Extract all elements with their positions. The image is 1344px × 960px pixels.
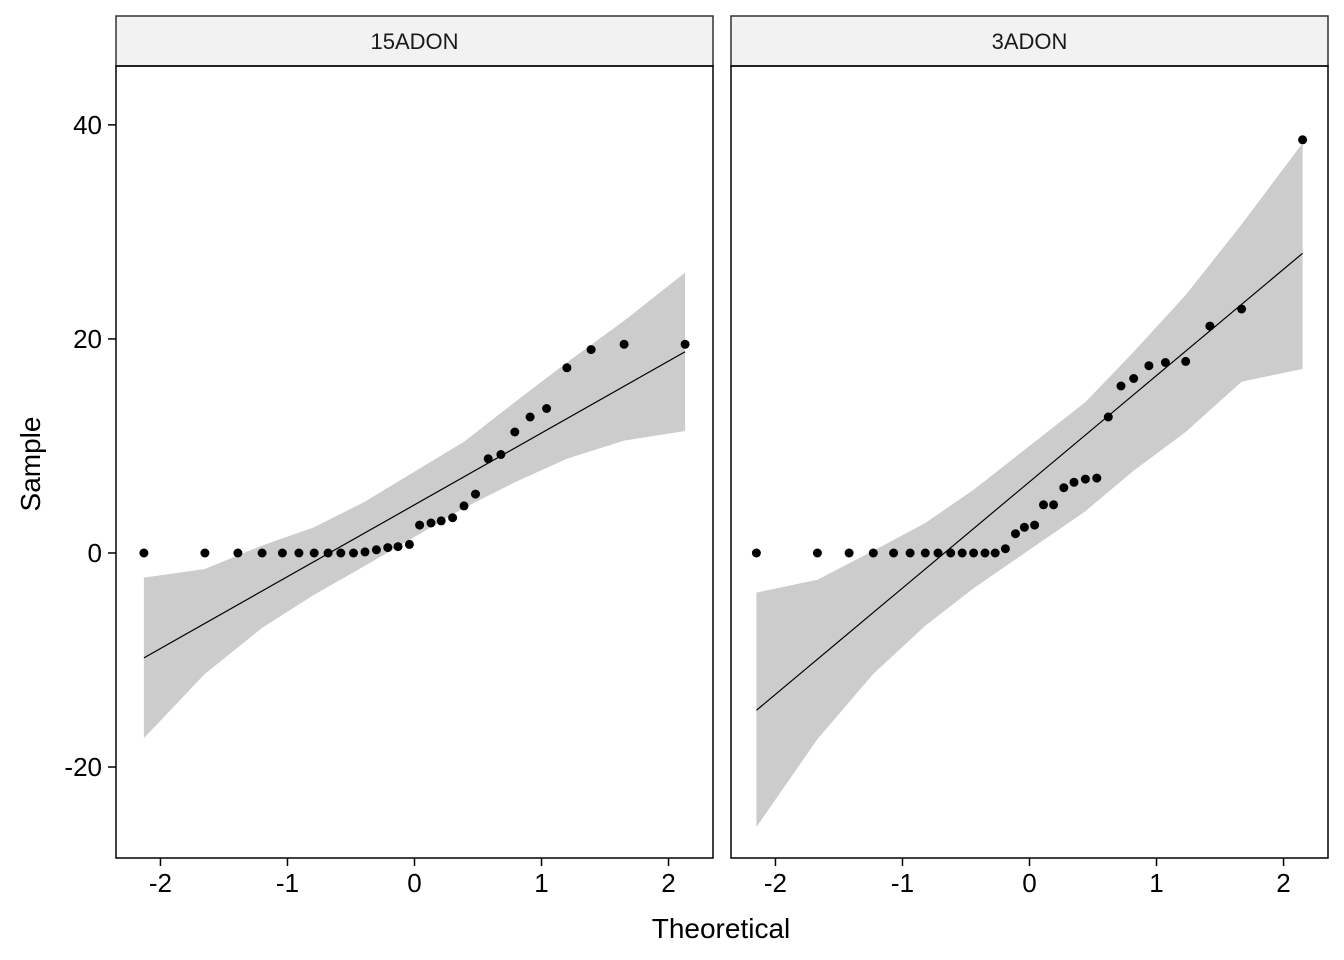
x-tick-label: -2 [764,868,787,898]
y-tick-label: 0 [88,538,102,568]
data-point [383,543,393,553]
data-point [969,548,979,558]
data-point [933,548,943,558]
y-axis-title: Sample [15,417,46,512]
data-point [510,427,520,437]
data-point [990,548,1000,558]
data-point [1049,500,1059,510]
panel-strip-label: 15ADON [370,29,458,54]
data-point [483,454,493,464]
data-point [1069,477,1079,487]
data-point [257,548,267,558]
x-tick-label: 1 [534,868,548,898]
data-point [1129,374,1139,383]
x-tick-label: 1 [1149,868,1163,898]
data-point [1000,544,1010,554]
data-point [448,513,458,523]
data-point [1103,412,1113,422]
panel-border [115,65,714,859]
panels-layer: 15ADON -2 -1 0 1 2 -20 0 20 40 3ADON -2 -1 0 1 2 [64,15,1329,898]
data-point [471,489,480,499]
x-tick-label: 0 [1022,868,1036,898]
data-point [868,548,878,558]
data-point [139,548,149,558]
data-point [349,548,358,558]
y-tick-label: 40 [73,110,102,140]
panel-strip-label: 3ADON [992,29,1068,54]
data-point [323,548,333,558]
data-point [1144,361,1154,371]
data-point [371,545,381,555]
data-point [980,548,990,558]
data-point [889,548,899,558]
data-point [1298,135,1308,145]
data-point [619,339,629,349]
data-point [336,548,346,558]
data-point [1011,529,1020,539]
y-tick-label: 20 [73,324,102,354]
data-point [1116,381,1126,391]
data-point [1160,358,1170,367]
x-tick-label: -1 [276,868,299,898]
x-axis-title: Theoretical [652,913,791,944]
x-tick-label: 2 [1276,868,1290,898]
data-point [404,539,414,549]
data-point [1030,520,1040,530]
x-tick-label: -2 [149,868,172,898]
data-point [1080,474,1090,484]
x-tick-label: -1 [891,868,914,898]
data-point [309,548,319,558]
data-point [1019,522,1029,532]
data-point [1237,304,1247,314]
data-point [277,548,287,558]
reference-line [756,252,1303,711]
data-point [905,548,915,558]
data-point [1205,321,1215,331]
data-point [1092,473,1102,483]
data-point [1181,356,1191,366]
x-tick-label: 2 [661,868,675,898]
y-tick-label: -20 [64,752,102,782]
data-point [1059,483,1069,493]
data-point [525,412,535,422]
data-point [946,548,956,558]
data-point [920,548,930,558]
data-point [360,547,370,557]
data-point [586,345,596,355]
data-point [294,548,304,558]
data-point [542,404,552,413]
data-point [562,363,572,373]
x-tick-label: 0 [407,868,421,898]
panel-0: 15ADON -2 -1 0 1 2 -20 0 20 40 [64,15,714,898]
data-point [844,548,854,558]
panel-1: 3ADON -2 -1 0 1 2 [730,15,1329,898]
data-point [680,339,690,349]
panel-strip [730,15,1329,67]
data-point [233,548,243,558]
data-point [459,501,469,511]
panel-strip [115,15,714,67]
data-point [751,548,761,558]
data-point [436,516,446,526]
data-point [415,520,425,530]
confidence-band [756,143,1303,828]
data-point [393,542,403,552]
data-point [496,450,506,459]
data-point [200,548,210,558]
data-point [426,518,436,528]
data-point [812,548,822,558]
data-point [957,548,967,558]
data-point [1039,500,1048,510]
reference-line [143,351,686,659]
